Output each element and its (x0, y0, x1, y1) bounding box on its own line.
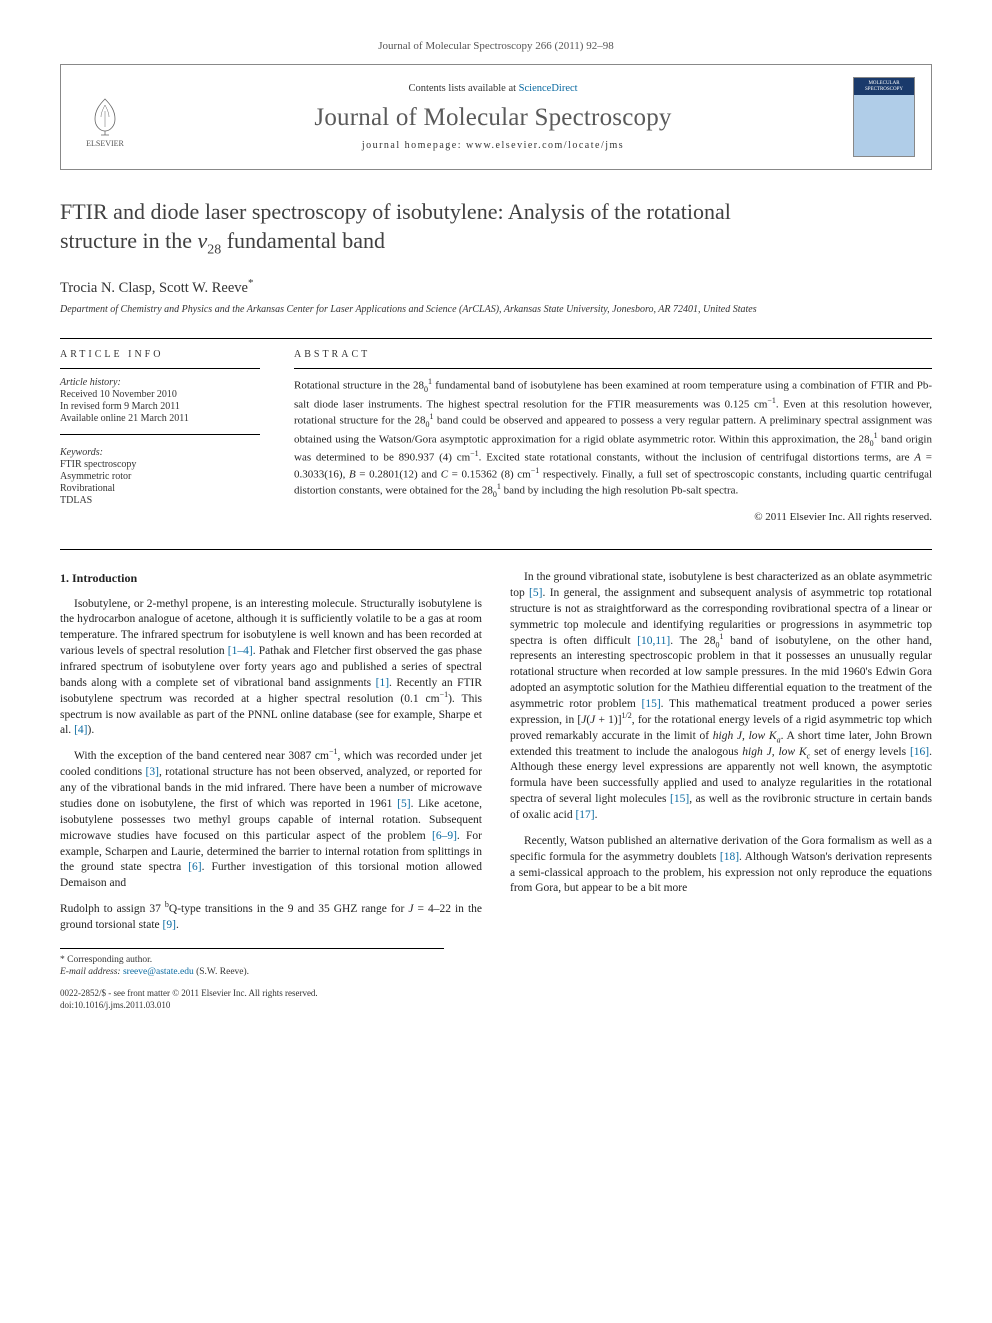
corresponding-author-mark: * (248, 277, 254, 289)
body-paragraph: Isobutylene, or 2-methyl propene, is an … (60, 597, 482, 740)
email-attribution: (S.W. Reeve). (196, 967, 249, 977)
abstract-text: Rotational structure in the 2801 fundame… (294, 377, 932, 501)
body-two-column: 1. Introduction Isobutylene, or 2-methyl… (60, 570, 932, 934)
footnotes: * Corresponding author. E-mail address: … (60, 948, 444, 979)
elsevier-logo: ELSEVIER (77, 86, 133, 148)
body-paragraph: Rudolph to assign 37 bQ-type transitions… (60, 902, 482, 934)
email-label: E-mail address: (60, 967, 121, 977)
abstract-column: ABSTRACT Rotational structure in the 280… (294, 349, 932, 523)
journal-cover-thumbnail (853, 77, 915, 157)
doi-line: doi:10.1016/j.jms.2011.03.010 (60, 1000, 932, 1012)
article-info-column: ARTICLE INFO Article history: Received 1… (60, 349, 260, 523)
issn-copyright-line: 0022-2852/$ - see front matter © 2011 El… (60, 988, 932, 1000)
homepage-url[interactable]: www.elsevier.com/locate/jms (466, 140, 624, 151)
author-email-link[interactable]: sreeve@astate.edu (123, 967, 194, 977)
keywords-heading: Keywords: (60, 447, 260, 458)
divider (60, 549, 932, 550)
section-heading-introduction: 1. Introduction (60, 570, 482, 587)
keyword: TDLAS (60, 495, 260, 506)
abstract-heading: ABSTRACT (294, 349, 932, 360)
article-history-heading: Article history: (60, 377, 260, 388)
keyword: Rovibrational (60, 483, 260, 494)
article-title: FTIR and diode laser spectroscopy of iso… (60, 198, 932, 259)
footer-meta: 0022-2852/$ - see front matter © 2011 El… (60, 988, 932, 1011)
sciencedirect-link[interactable]: ScienceDirect (519, 83, 578, 94)
received-date: Received 10 November 2010 (60, 389, 260, 400)
elsevier-logo-text: ELSEVIER (86, 139, 124, 148)
revised-date: In revised form 9 March 2011 (60, 401, 260, 412)
keyword: FTIR spectroscopy (60, 459, 260, 470)
body-paragraph: In the ground vibrational state, isobuty… (510, 570, 932, 824)
elsevier-tree-icon (83, 93, 127, 137)
divider (60, 434, 260, 435)
journal-homepage: journal homepage: www.elsevier.com/locat… (151, 140, 835, 151)
article-info-heading: ARTICLE INFO (60, 349, 260, 360)
available-online-date: Available online 21 March 2011 (60, 413, 260, 424)
authors-line: Trocia N. Clasp, Scott W. Reeve* (60, 277, 932, 297)
keyword: Asymmetric rotor (60, 471, 260, 482)
abstract-copyright: © 2011 Elsevier Inc. All rights reserved… (294, 511, 932, 523)
divider (60, 368, 260, 369)
divider (60, 338, 932, 339)
contents-lists-line: Contents lists available at ScienceDirec… (151, 83, 835, 94)
body-paragraph: Recently, Watson published an alternativ… (510, 834, 932, 897)
corresponding-author-note: * Corresponding author. (60, 954, 444, 966)
affiliation: Department of Chemistry and Physics and … (60, 303, 932, 316)
body-paragraph: With the exception of the band centered … (60, 749, 482, 892)
journal-reference: Journal of Molecular Spectroscopy 266 (2… (60, 40, 932, 52)
journal-name: Journal of Molecular Spectroscopy (151, 104, 835, 132)
divider (294, 368, 932, 369)
journal-header-box: ELSEVIER Contents lists available at Sci… (60, 64, 932, 170)
